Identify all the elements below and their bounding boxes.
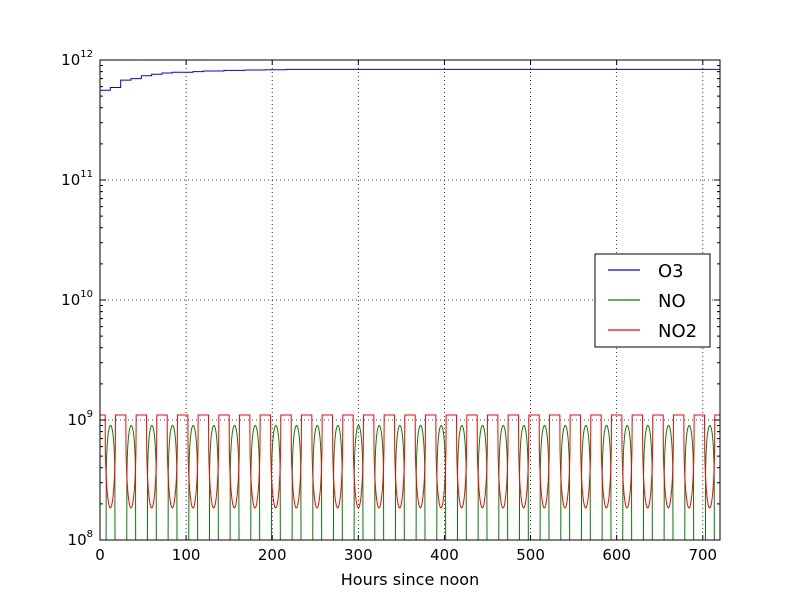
legend-label-o3: O3 bbox=[658, 261, 684, 282]
x-tick-label: 600 bbox=[602, 546, 631, 564]
x-tick-label: 300 bbox=[344, 546, 373, 564]
y-tick-label: 108 bbox=[68, 529, 93, 549]
series-line-o3 bbox=[100, 68, 720, 91]
x-tick-label: 200 bbox=[258, 546, 287, 564]
y-axis: 108 109 1010 1011 1012 bbox=[61, 49, 720, 549]
series-line-no2 bbox=[100, 414, 720, 509]
y-tick-label: 109 bbox=[68, 409, 93, 429]
y-tick-label: 1010 bbox=[61, 289, 93, 309]
legend: O3 NO NO2 bbox=[594, 253, 711, 348]
y-tick-label: 1012 bbox=[61, 49, 93, 69]
series-layer bbox=[100, 68, 720, 540]
x-axis: 0 100 200 300 400 500 600 700 bbox=[95, 60, 717, 564]
legend-label-no: NO bbox=[658, 291, 686, 312]
y-tick-label: 1011 bbox=[61, 169, 93, 189]
x-tick-label: 100 bbox=[172, 546, 201, 564]
x-tick-label: 0 bbox=[95, 546, 105, 564]
x-tick-label: 700 bbox=[688, 546, 717, 564]
x-tick-label: 400 bbox=[430, 546, 459, 564]
x-tick-label: 500 bbox=[516, 546, 545, 564]
x-axis-label: Hours since noon bbox=[341, 570, 479, 589]
legend-label-no2: NO2 bbox=[658, 321, 697, 342]
